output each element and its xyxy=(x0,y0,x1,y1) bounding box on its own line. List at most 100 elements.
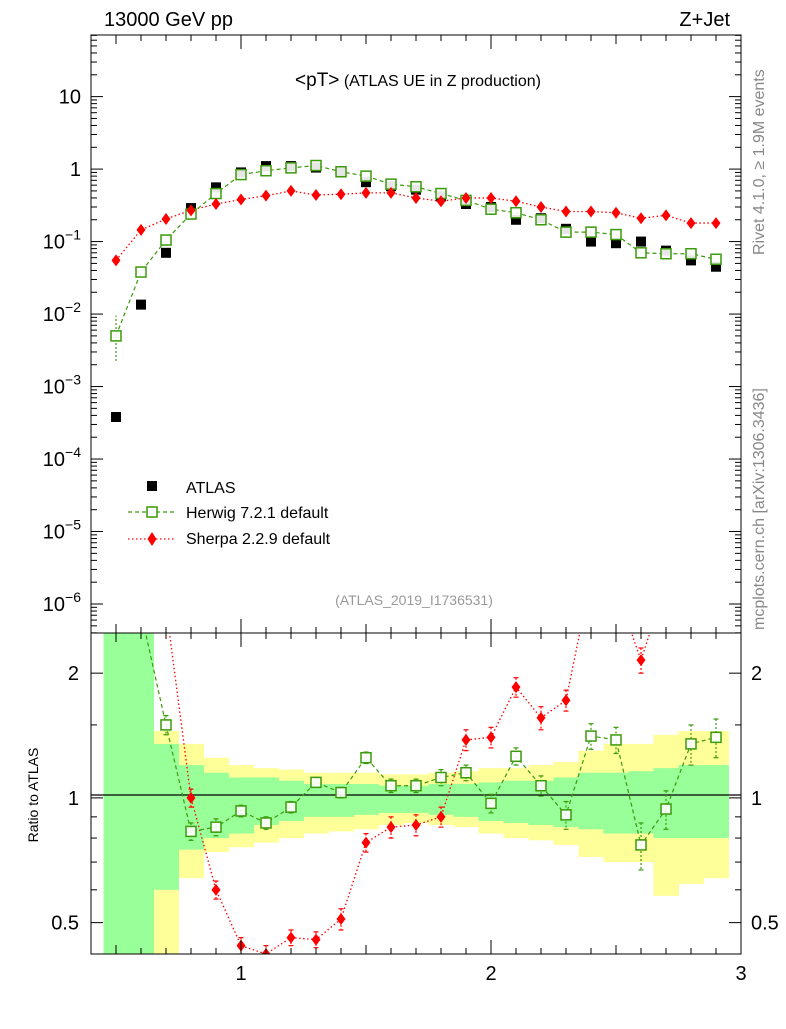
sherpa-ratio-point xyxy=(712,534,721,546)
ratio-ytick-label: 2 xyxy=(68,663,79,685)
ratio-ytick-label: 0.5 xyxy=(51,913,79,935)
sherpa-ratio-point xyxy=(561,694,571,707)
herwig-ratio-point xyxy=(136,608,146,618)
herwig-point xyxy=(110,330,122,342)
ratio-xtick-label: 1 xyxy=(235,963,246,985)
main-series-layer xyxy=(110,159,722,423)
sherpa-point xyxy=(536,200,546,213)
plot-title: <pT> (ATLAS UE in Z production) xyxy=(295,70,541,91)
sherpa-ratio-point xyxy=(662,577,671,589)
sherpa-ratio-point xyxy=(436,810,446,823)
herwig-point xyxy=(635,247,647,259)
sherpa-point xyxy=(511,195,521,208)
herwig-ratio-point xyxy=(660,803,672,815)
sherpa-point xyxy=(211,197,221,210)
herwig-ratio-point xyxy=(585,730,597,742)
green-band-bin xyxy=(353,784,379,815)
herwig-point xyxy=(710,253,722,266)
sherpa-ratio-point xyxy=(361,836,371,849)
sherpa-ratio-point xyxy=(536,711,546,724)
herwig-ratio-point xyxy=(360,751,372,764)
herwig-ratio-point xyxy=(485,797,497,810)
herwig-ratio-point xyxy=(510,750,522,763)
herwig-point xyxy=(560,226,572,238)
main-ytick-label: 10−5 xyxy=(43,517,81,544)
ratio-xtick-label: 3 xyxy=(735,963,746,985)
herwig-ratio-point xyxy=(685,738,697,750)
herwig-point xyxy=(335,165,347,178)
herwig-ratio-point xyxy=(335,786,347,799)
sherpa-point xyxy=(711,217,721,230)
green-band-bin xyxy=(303,784,329,817)
herwig-point xyxy=(160,234,172,246)
ratio-ytick-label: 1 xyxy=(68,788,79,810)
ratio-x-axis: 1 2 3 xyxy=(90,633,747,985)
herwig-point xyxy=(285,162,297,174)
main-ytick-label: 1 xyxy=(70,159,81,181)
sherpa-ratio-point xyxy=(511,681,521,694)
herwig-point xyxy=(360,170,372,182)
sherpa-point xyxy=(661,209,671,222)
main-ytick-label: 10 xyxy=(59,87,81,109)
herwig-point xyxy=(310,159,322,172)
atlas-point xyxy=(611,238,621,249)
herwig-ratio-point xyxy=(410,779,422,792)
green-band-bin xyxy=(678,765,704,839)
legend-atlas-marker xyxy=(147,481,157,491)
green-band-bin xyxy=(278,780,304,821)
sherpa-point xyxy=(561,205,571,218)
herwig-point xyxy=(410,181,422,193)
sherpa-point xyxy=(286,184,296,197)
main-ytick-label: 10−2 xyxy=(43,299,81,326)
sherpa-point xyxy=(586,205,596,218)
herwig-ratio-point xyxy=(260,817,272,829)
sherpa-point xyxy=(436,195,446,208)
herwig-point xyxy=(660,247,672,260)
green-band-bin xyxy=(153,743,179,890)
sherpa-point xyxy=(261,189,271,202)
green-band-bin xyxy=(453,784,479,817)
atlas-point xyxy=(211,182,221,193)
herwig-ratio-point xyxy=(310,776,322,789)
sherpa-point xyxy=(336,188,346,201)
sherpa-ratio-point xyxy=(336,913,346,926)
herwig-point xyxy=(210,187,222,200)
atlas-point xyxy=(711,261,721,272)
sherpa-ratio-point xyxy=(587,572,596,584)
sherpa-point xyxy=(461,191,471,204)
sherpa-ratio-point xyxy=(461,733,471,746)
sherpa-point xyxy=(186,204,196,217)
atlas-point xyxy=(636,236,646,247)
sherpa-point xyxy=(411,191,421,204)
sherpa-point xyxy=(686,217,696,230)
green-band-bin xyxy=(503,780,529,823)
herwig-ratio-point xyxy=(235,805,247,817)
herwig-ratio-point xyxy=(435,771,447,784)
ratio-series-layer xyxy=(136,534,722,954)
herwig-point xyxy=(585,226,597,238)
main-plot-panel: <pT> (ATLAS UE in Z production) (ATLAS_2… xyxy=(43,34,742,634)
atlas-point xyxy=(111,412,121,423)
sherpa-point xyxy=(161,212,171,225)
atlas-point xyxy=(361,177,371,188)
herwig-point xyxy=(485,203,497,215)
legend-sherpa-marker xyxy=(147,532,157,546)
atlas-point xyxy=(161,247,171,258)
main-ytick-label: 10−1 xyxy=(43,227,81,254)
header-left: 13000 GeV pp xyxy=(104,9,233,31)
sherpa-ratio-point xyxy=(186,791,196,804)
herwig-ratio-point xyxy=(210,821,222,833)
sherpa-point xyxy=(236,193,246,206)
ratio-y-label: Ratio to ATLAS xyxy=(25,748,41,843)
herwig-point xyxy=(260,164,272,177)
herwig-ratio-point xyxy=(560,809,572,821)
sherpa-point xyxy=(486,191,496,204)
sherpa-point xyxy=(111,254,121,267)
ratio-y-axis: 0.5 0.5 1 1 2 2 xyxy=(51,663,779,934)
herwig-point xyxy=(135,266,147,278)
analysis-label: (ATLAS_2019_I1736531) xyxy=(335,592,493,608)
herwig-ratio-point xyxy=(610,734,622,746)
main-y-axis: 10−6 10−5 10−4 10−3 10−2 10−1 1 10 xyxy=(43,34,741,634)
green-band-bin xyxy=(703,765,729,839)
